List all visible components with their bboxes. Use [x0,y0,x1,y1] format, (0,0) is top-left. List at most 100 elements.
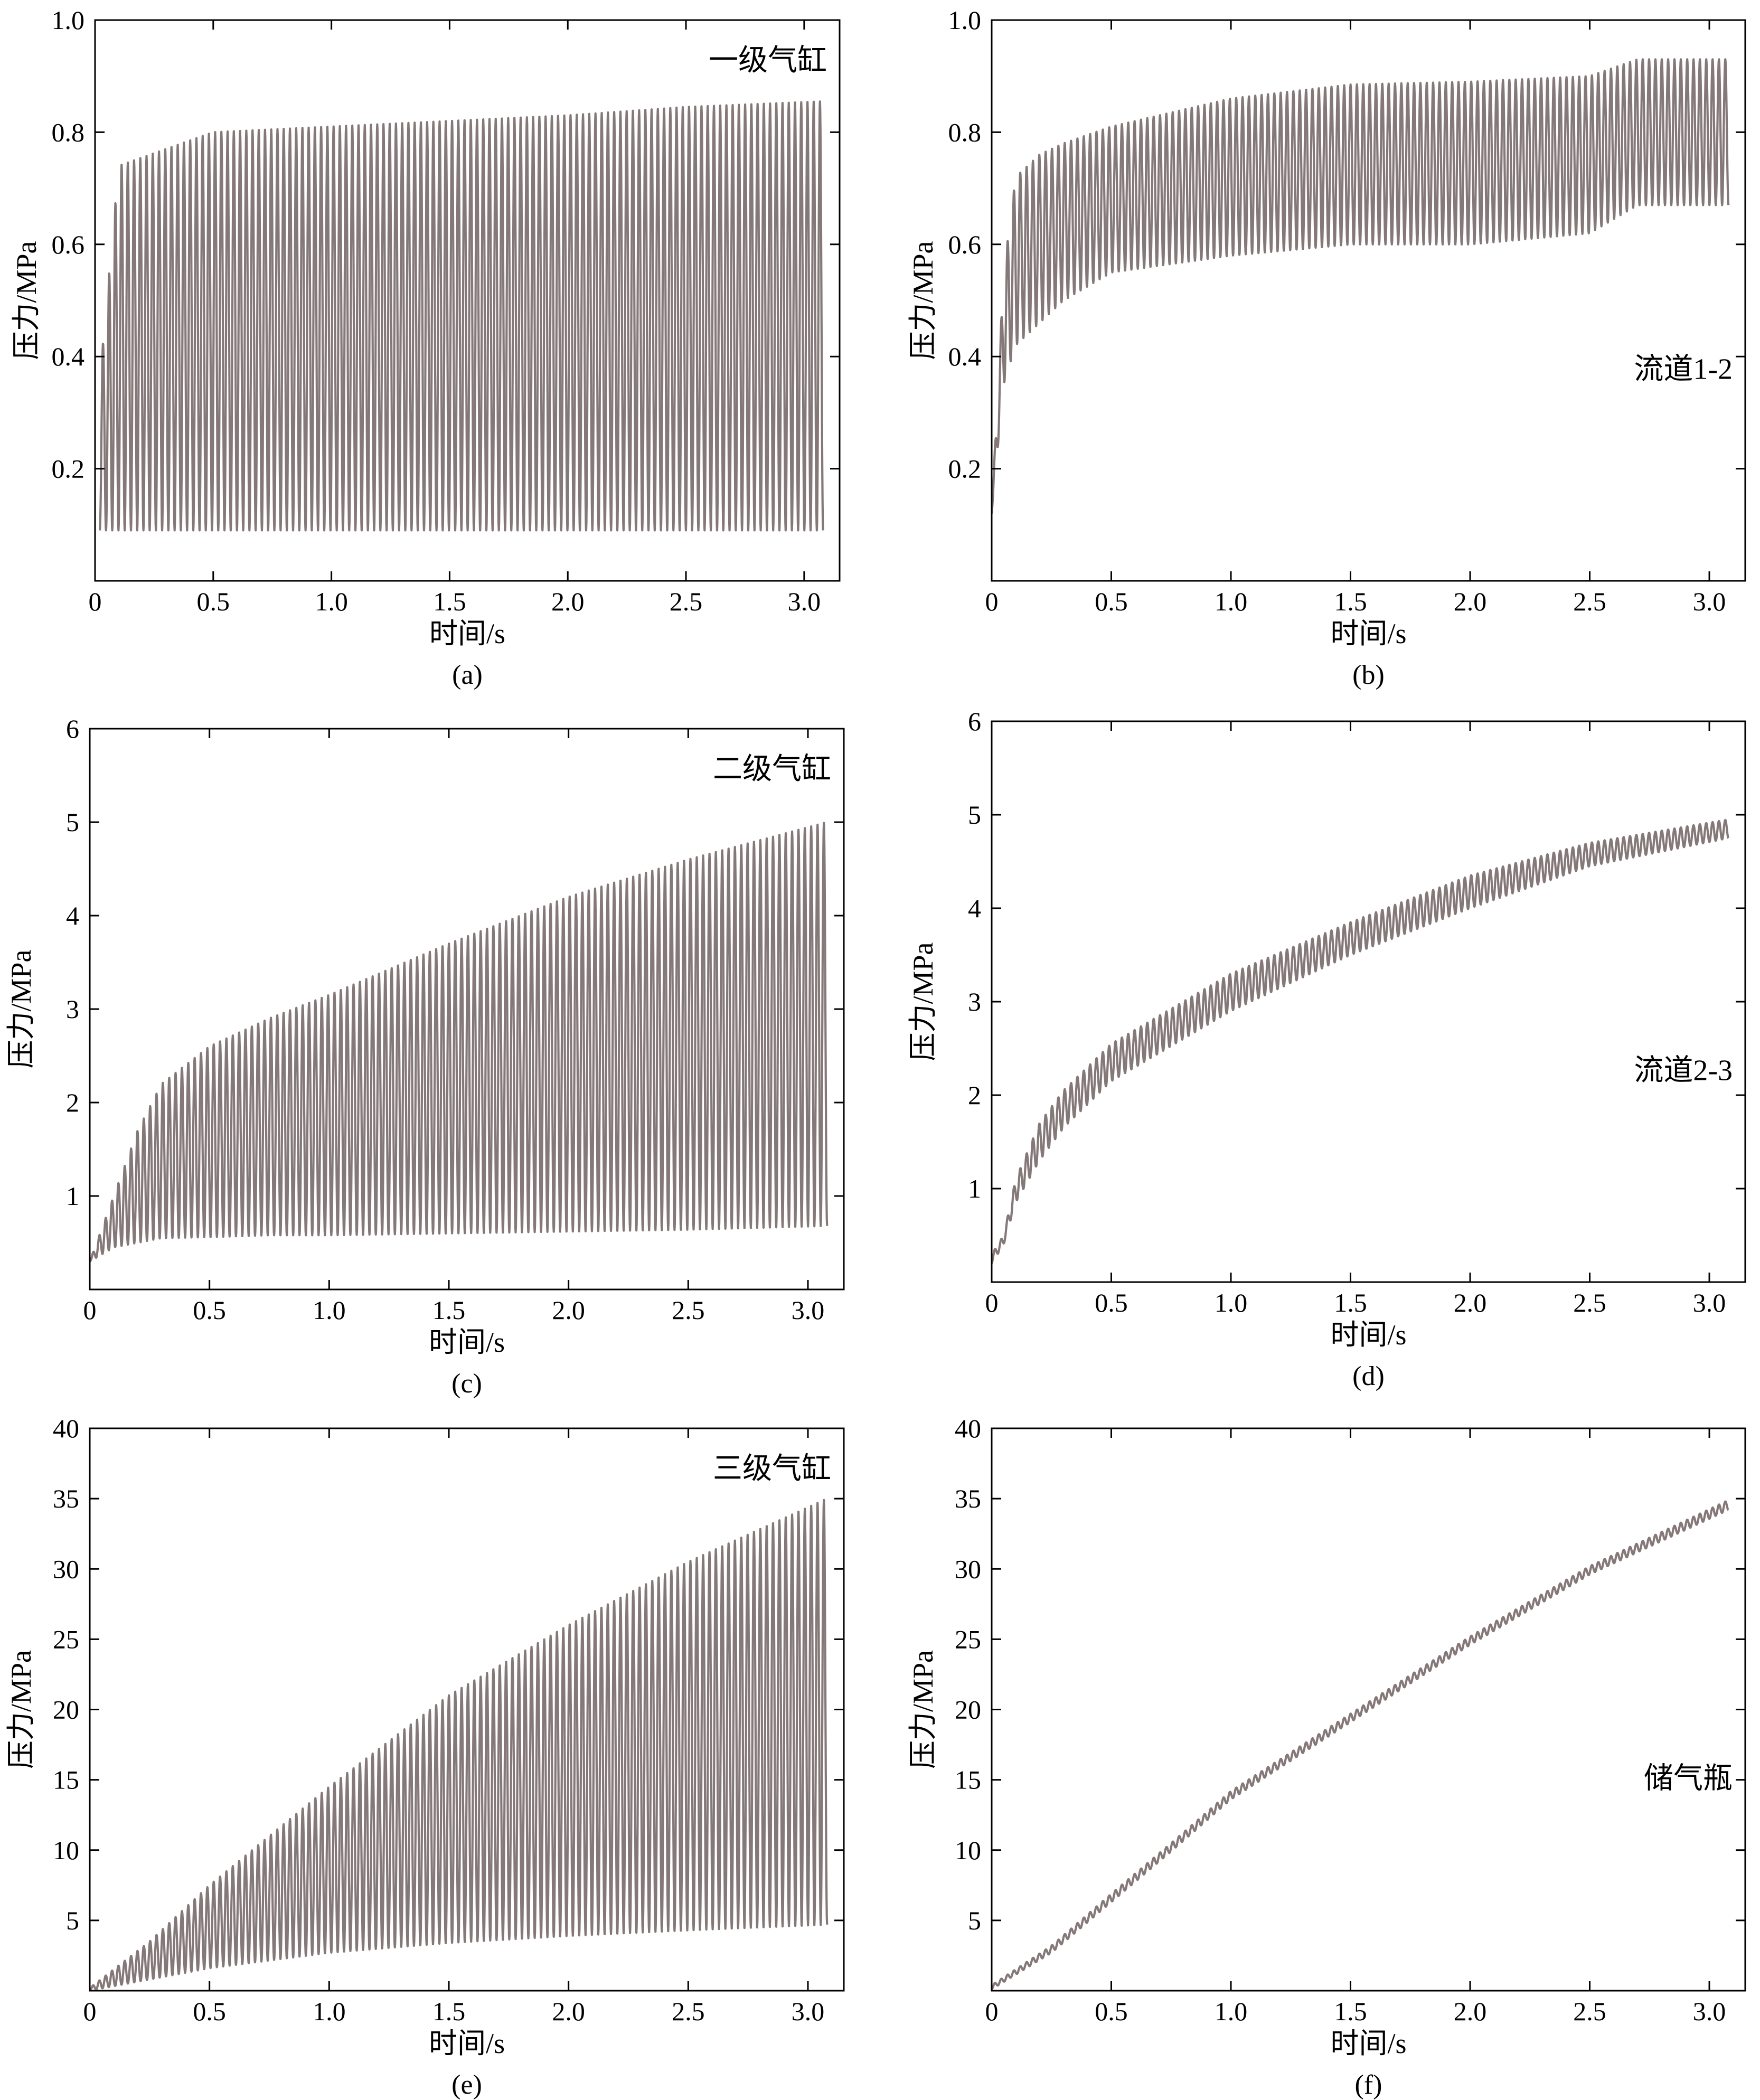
x-tick-label: 2.5 [1573,1997,1606,2026]
y-tick-label: 40 [53,1414,79,1443]
y-tick-label: 5 [66,807,79,837]
y-tick-label: 4 [66,901,79,930]
data-series-b [992,58,1730,514]
x-tick-label: 2.5 [672,1997,705,2026]
plot-frame [991,19,1746,582]
y-tick-label: 1 [66,1181,79,1211]
y-tick-label: 0.6 [948,230,982,259]
x-tick-label: 1.5 [433,587,466,616]
panel-a: 0 0.5 1.0 1.5 2.0 2.5 3.0 0.2 0.4 0.6 0.8 1.0 时间/s 压力… [11,5,841,690]
y-tick-label: 5 [968,1906,981,1935]
x-tick-label: 3.0 [1693,1288,1726,1317]
y-tick-label: 35 [955,1484,981,1513]
x-tick-label: 0.5 [1095,1288,1128,1317]
x-tick-label: 3.0 [788,587,821,616]
x-tick-label: 2.0 [1454,1997,1487,2026]
y-tick-label: 0.2 [52,454,85,484]
x-tick-label: 0.5 [193,1997,226,2026]
y-tick-label: 0.2 [948,454,982,484]
x-tick-label: 2.0 [551,587,585,616]
series-annotation: 二级气缸 [713,753,831,786]
x-tick-label: 1.0 [1215,1288,1248,1317]
x-tick-label: 3.0 [1693,1997,1726,2026]
y-tick-label: 0.6 [52,230,85,259]
x-tick-label: 3.0 [792,1295,825,1325]
panel-caption: (f) [1355,2070,1382,2100]
y-tick-label: 20 [955,1695,981,1725]
y-tick-label: 30 [53,1554,79,1584]
x-axis-label: 时间/s [1330,2028,1406,2059]
y-tick-label: 10 [955,1835,981,1865]
x-tick-label: 0 [89,587,102,616]
y-tick-label: 2 [66,1088,79,1117]
y-tick-label: 0.8 [52,117,85,147]
x-tick-label: 0.5 [1095,587,1128,616]
x-tick-label: 0 [83,1997,97,2026]
x-tick-label: 3.0 [792,1997,825,2026]
x-tick-label: 1.5 [432,1997,466,2026]
y-tick-label: 1 [968,1174,981,1203]
y-tick-label: 3 [968,987,981,1016]
x-axis-label: 时间/s [1330,618,1406,649]
series-annotation: 一级气缸 [709,44,827,77]
y-axis-label: 压力/MPa [907,241,939,360]
x-tick-label: 1.5 [432,1295,466,1325]
series-annotation: 储气瓶 [1644,1763,1733,1795]
panel-d: 0 0.5 1.0 1.5 2.0 2.5 3.0 1 2 3 4 5 6 时间/s 压力/MPa (d) 流道… [907,707,1746,1391]
x-tick-label: 0.5 [197,587,230,616]
series-annotation: 三级气缸 [713,1453,831,1485]
y-tick-label: 15 [53,1765,79,1795]
data-series-d [992,818,1729,1264]
y-tick-label: 0.4 [52,342,85,371]
x-tick-label: 0 [83,1295,97,1325]
y-axis-label: 压力/MPa [907,942,939,1061]
y-axis-label: 压力/MPa [5,949,37,1068]
x-tick-label: 1.0 [313,1295,346,1325]
data-series-f [992,1500,1729,1990]
panel-caption: (a) [452,660,483,690]
x-tick-label: 1.5 [1334,587,1367,616]
y-tick-label: 40 [955,1414,981,1443]
x-tick-label: 1.0 [1215,1997,1248,2026]
x-tick-label: 0 [985,1288,999,1317]
x-tick-label: 1.0 [313,1997,346,2026]
y-tick-label: 6 [66,714,79,743]
panel-b: 0 0.5 1.0 1.5 2.0 2.5 3.0 0.2 0.4 0.6 0.8 1.0 时间/s 压力… [907,5,1746,690]
y-axis-label: 压力/MPa [11,241,42,360]
y-tick-label: 35 [53,1484,79,1513]
y-tick-label: 4 [968,893,981,923]
x-tick-label: 2.5 [670,587,703,616]
y-tick-label: 0.4 [948,342,982,371]
y-axis-label: 压力/MPa [907,1650,939,1769]
panel-caption: (b) [1352,660,1385,690]
x-tick-label: 0.5 [193,1295,226,1325]
panel-e: 0 0.5 1.0 1.5 2.0 2.5 3.0 5 10 15 20 25 30 35 40 时间/s 压力… [5,1414,845,2100]
x-axis-label: 时间/s [429,618,505,649]
x-tick-label: 1.0 [1215,587,1248,616]
y-tick-label: 0.8 [948,117,982,147]
panel-c: 0 0.5 1.0 1.5 2.0 2.5 3.0 1 2 3 4 5 6 时间/s 压力/MPa (c) 二级… [5,714,845,1399]
x-tick-label: 2.0 [552,1295,585,1325]
y-tick-label: 2 [968,1080,981,1110]
y-tick-label: 25 [53,1624,79,1654]
x-tick-label: 1.5 [1334,1997,1367,2026]
data-series-e [90,1499,829,1991]
series-annotation: 流道2-3 [1634,1054,1733,1087]
x-tick-label: 2.5 [672,1295,705,1325]
plot-frame [94,19,841,582]
panel-f: 0 0.5 1.0 1.5 2.0 2.5 3.0 5 10 15 20 25 30 35 40 时间/s 压力… [907,1414,1746,2100]
data-series-c [90,822,829,1263]
x-tick-label: 2.0 [1454,1288,1487,1317]
panel-caption: (e) [451,2070,482,2100]
y-tick-label: 3 [66,994,79,1024]
x-tick-label: 1.5 [1334,1288,1367,1317]
x-tick-label: 3.0 [1693,587,1726,616]
x-tick-label: 2.5 [1573,587,1606,616]
x-tick-label: 2.5 [1573,1288,1606,1317]
x-axis-label: 时间/s [429,1326,505,1358]
data-series-a [98,100,824,532]
panel-caption: (d) [1352,1361,1385,1391]
y-tick-label: 30 [955,1554,981,1584]
x-tick-label: 2.0 [1454,587,1487,616]
